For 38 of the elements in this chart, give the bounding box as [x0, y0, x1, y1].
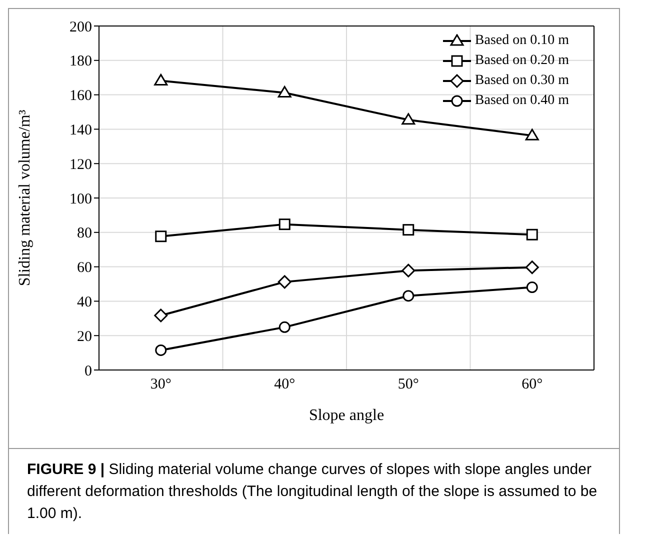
x-tick-label: 60°	[522, 376, 543, 393]
y-tick-label: 80	[77, 226, 92, 242]
y-tick-label: 20	[77, 328, 92, 345]
x-axis-title: Slope angle	[308, 407, 384, 424]
legend-label: Based on 0.30 m	[474, 73, 569, 89]
point	[155, 230, 167, 242]
y-tick-label: 60	[77, 260, 92, 276]
point	[278, 275, 292, 289]
point	[278, 218, 290, 230]
y-tick-label: 0	[84, 363, 92, 380]
y-tick-label: 120	[70, 156, 92, 173]
caption: FIGURE 9 | Sliding material volume change curves of slopes with slope angles under different deformation thresholds (The longitudinal length of the slope is assumed to be 1.00 m).	[27, 460, 598, 524]
point	[402, 290, 414, 302]
legend-label: Based on 0.40 m	[474, 93, 569, 109]
point	[525, 128, 539, 140]
point	[155, 344, 167, 356]
point	[526, 282, 538, 294]
y-tick-label: 160	[70, 88, 92, 104]
point	[154, 74, 168, 86]
y-tick-label: 40	[77, 294, 92, 311]
point	[402, 113, 416, 125]
point	[526, 228, 538, 240]
legend-label: Based on 0.20 m	[474, 53, 569, 69]
point	[402, 224, 414, 236]
y-tick-label: 140	[70, 122, 92, 139]
point	[278, 86, 292, 98]
point	[525, 260, 539, 274]
x-tick-label: 30°	[150, 376, 172, 393]
point	[278, 321, 290, 333]
y-tick-label: 100	[70, 191, 92, 208]
y-tick-label: 180	[70, 54, 92, 70]
y-tick-label: 200	[70, 19, 92, 36]
x-tick-label: 50°	[398, 376, 419, 393]
legend-label: Based on 0.10 m	[474, 33, 569, 49]
point	[154, 308, 168, 322]
x-tick-label: 40°	[274, 376, 296, 393]
point	[402, 264, 416, 278]
y-axis-title: Sliding material volume/m³	[16, 110, 34, 286]
